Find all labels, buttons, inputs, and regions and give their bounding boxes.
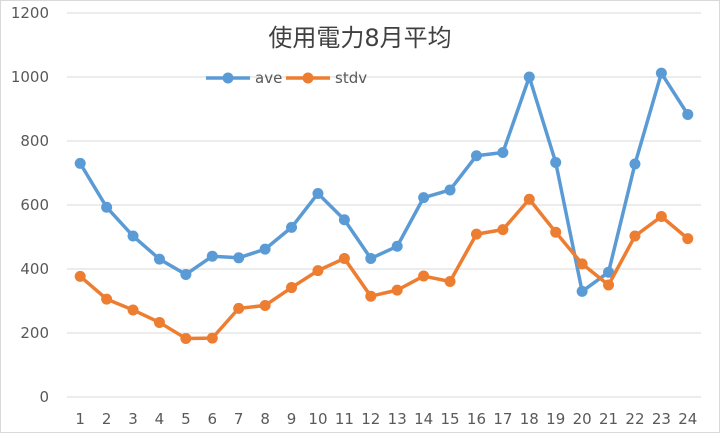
- x-tick-label: 11: [335, 410, 354, 428]
- data-point: [74, 270, 86, 282]
- data-point: [365, 252, 377, 264]
- data-point: [206, 250, 218, 262]
- data-point: [233, 302, 245, 314]
- data-point: [550, 156, 562, 168]
- x-tick-label: 24: [678, 410, 697, 428]
- data-point: [127, 304, 139, 316]
- y-tick-label: 400: [20, 260, 49, 278]
- data-series: [74, 67, 694, 344]
- y-axis-tick-labels: 0 200 400 600 800 1000 1200: [11, 4, 49, 406]
- data-point: [233, 252, 245, 264]
- x-tick-label: 8: [260, 410, 270, 428]
- x-tick-label: 1: [75, 410, 85, 428]
- y-tick-label: 1200: [11, 4, 49, 22]
- data-point: [391, 284, 403, 296]
- gridlines: [67, 12, 701, 398]
- data-point: [74, 157, 86, 169]
- data-point: [470, 150, 482, 162]
- data-point: [444, 275, 456, 287]
- data-point: [312, 265, 324, 277]
- data-point: [180, 268, 192, 280]
- data-point: [523, 71, 535, 83]
- data-point: [497, 224, 509, 236]
- y-tick-label: 0: [39, 388, 49, 406]
- data-point: [259, 299, 271, 311]
- x-tick-label: 9: [287, 410, 297, 428]
- legend-swatch-marker: [222, 72, 234, 84]
- data-point: [312, 187, 324, 199]
- data-point: [206, 332, 218, 344]
- chart-title: 使用電力8月平均: [268, 24, 451, 52]
- data-point: [180, 332, 192, 344]
- data-point: [603, 279, 615, 291]
- y-tick-label: 1000: [11, 68, 49, 86]
- x-tick-label: 5: [181, 410, 191, 428]
- x-tick-label: 14: [414, 410, 433, 428]
- data-point: [286, 221, 298, 233]
- data-point: [550, 226, 562, 238]
- x-tick-label: 10: [308, 410, 327, 428]
- data-point: [338, 252, 350, 264]
- x-tick-label: 4: [155, 410, 165, 428]
- data-point: [101, 201, 113, 213]
- legend-item-stdv: stdv: [286, 69, 367, 87]
- data-point: [365, 290, 377, 302]
- y-tick-label: 600: [20, 196, 49, 214]
- data-point: [418, 192, 430, 204]
- data-point: [444, 184, 456, 196]
- legend-item-ave: ave: [206, 69, 282, 87]
- x-tick-label: 12: [361, 410, 380, 428]
- x-tick-label: 17: [493, 410, 512, 428]
- data-point: [655, 211, 667, 223]
- data-point: [470, 228, 482, 240]
- data-point: [682, 108, 694, 120]
- data-point: [603, 266, 615, 278]
- series-stdv: [74, 193, 694, 344]
- data-point: [259, 243, 271, 255]
- x-tick-label: 20: [573, 410, 592, 428]
- x-tick-label: 19: [546, 410, 565, 428]
- data-point: [523, 193, 535, 205]
- data-point: [338, 214, 350, 226]
- x-tick-label: 23: [652, 410, 671, 428]
- x-axis-tick-labels: 1 2 3 4 5 6 7 8 9 10 11 12 13 14 15 16 17 18 19 20 21 22 23 24: [75, 410, 697, 428]
- x-tick-label: 15: [440, 410, 459, 428]
- legend-swatch-marker: [302, 72, 314, 84]
- y-tick-label: 800: [20, 132, 49, 150]
- x-tick-label: 6: [208, 410, 218, 428]
- data-point: [497, 147, 509, 159]
- x-tick-label: 22: [625, 410, 644, 428]
- data-point: [127, 230, 139, 242]
- x-tick-label: 13: [388, 410, 407, 428]
- x-tick-label: 7: [234, 410, 244, 428]
- x-tick-label: 21: [599, 410, 618, 428]
- series-line: [78, 71, 690, 294]
- data-point: [391, 240, 403, 252]
- legend-label: stdv: [335, 69, 367, 87]
- x-tick-label: 18: [520, 410, 539, 428]
- x-tick-label: 16: [467, 410, 486, 428]
- y-tick-label: 200: [20, 324, 49, 342]
- data-point: [153, 316, 165, 328]
- data-point: [286, 282, 298, 294]
- data-point: [576, 258, 588, 270]
- data-point: [629, 230, 641, 242]
- x-tick-label: 3: [128, 410, 138, 428]
- data-point: [655, 67, 667, 79]
- x-tick-label: 2: [102, 410, 112, 428]
- data-point: [418, 270, 430, 282]
- data-point: [682, 233, 694, 245]
- series-ave: [74, 67, 694, 297]
- data-point: [576, 285, 588, 297]
- legend-label: ave: [255, 69, 282, 87]
- data-point: [629, 158, 641, 170]
- legend: ave stdv: [206, 69, 367, 87]
- data-point: [153, 253, 165, 265]
- data-point: [101, 293, 113, 305]
